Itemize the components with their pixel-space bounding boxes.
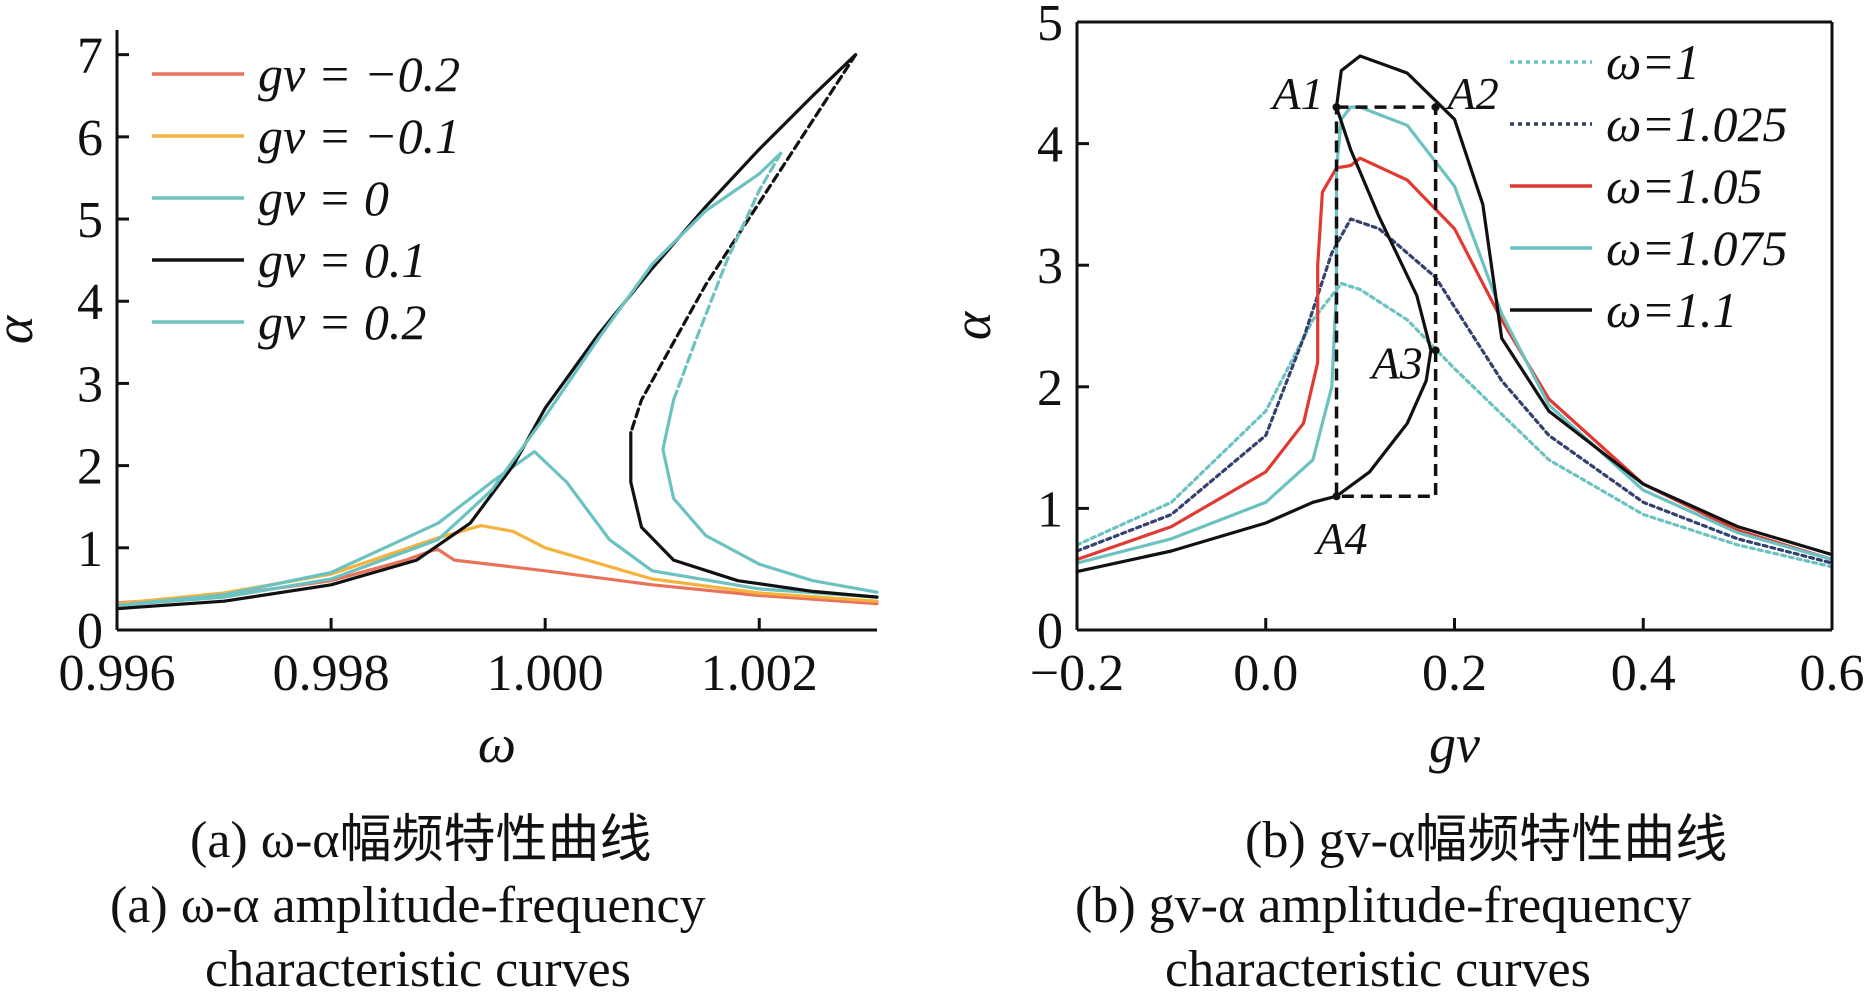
panel-b-chart: A1 A2 A3 A4 −0.2 0.0 0.2 0.4 0.6 0 1 2 3 4 5 gv α ω=1 ω=1.…: [942, 0, 1865, 774]
y-tick-label: 7: [77, 28, 103, 85]
legend-label-gv-0-1: gv = −0.1: [258, 108, 460, 164]
dashed-region-box: [1334, 105, 1438, 498]
x-tick-label: 0.998: [273, 645, 390, 702]
y-tick-label: 0: [77, 603, 103, 660]
x-tick-label: 0.2: [1422, 645, 1487, 702]
annotation-label-a2: A2: [1445, 68, 1499, 119]
caption-b-english-line2: characteristic curves: [1165, 941, 1591, 998]
y-tick-label: 2: [1037, 360, 1063, 417]
series-line-gv-0-1-lower: [629, 431, 879, 599]
x-tick-label: 0.0: [1233, 645, 1298, 702]
annotation-label-a3: A3: [1369, 337, 1423, 388]
series-line-gv-0-2: [115, 151, 783, 607]
legend-label-gv-0-1: gv = 0.1: [258, 232, 426, 288]
annotation-label-a4: A4: [1314, 513, 1368, 564]
y-tick-label: 3: [1037, 238, 1063, 295]
y-axis-label: α: [0, 314, 44, 344]
x-tick-label: −0.2: [1030, 645, 1124, 702]
caption-a-english-line1: (a) ω-α amplitude-frequency: [110, 877, 706, 934]
legend-label-1-1: ω=1.1: [1606, 282, 1738, 338]
legend-label-1-05: ω=1.05: [1606, 158, 1763, 214]
legend-label-1-075: ω=1.075: [1606, 220, 1788, 276]
y-axis-label: α: [942, 310, 1002, 340]
caption-a-english-line2: characteristic curves: [205, 941, 631, 998]
series-line-1-025: [1075, 217, 1834, 565]
annotation-label-a1: A1: [1270, 68, 1324, 119]
caption-b-english-line1: (b) gv-α amplitude-frequency: [1075, 877, 1692, 934]
annotation-point-a4: [1332, 492, 1341, 501]
series-line-gv-0-1-unstable: [629, 53, 858, 435]
x-tick-label: 0.996: [59, 645, 176, 702]
series-line-1-075: [1075, 105, 1834, 565]
series-line-1-05: [1075, 156, 1834, 562]
legend-label-1: ω=1: [1606, 34, 1700, 90]
x-axis-label: ω: [478, 714, 516, 774]
annotation-point-a2: [1431, 103, 1440, 112]
annotation-point-a3: [1431, 346, 1440, 355]
y-tick-label: 2: [77, 439, 103, 496]
legend-label-gv-0: gv = 0: [258, 170, 389, 226]
series-line-1-1: [1075, 54, 1834, 574]
x-tick-label: 1.000: [487, 645, 604, 702]
series-line-gv-0: [115, 450, 879, 607]
series-line-gv-0-1: [115, 53, 858, 611]
x-tick-label: 0.6: [1800, 645, 1865, 702]
y-tick-label: 6: [77, 110, 103, 167]
series-line-1: [1075, 281, 1834, 569]
legend-label-gv-0-2: gv = −0.2: [258, 46, 460, 102]
caption-b-chinese: (b) gv-α幅频特性曲线: [1245, 812, 1728, 869]
x-tick-label: 1.002: [701, 645, 818, 702]
caption-a-chinese: (a) ω-α幅频特性曲线: [190, 812, 652, 869]
y-tick-label: 4: [77, 274, 103, 331]
annotation-point-a1: [1332, 103, 1341, 112]
y-tick-label: 5: [77, 192, 103, 249]
y-tick-label: 3: [77, 356, 103, 413]
panel-a-chart: 0.996 0.998 1.000 1.002 0 1 2 3 4 5 6 7 ω α gv = −0.2 g…: [0, 28, 879, 774]
y-tick-label: 5: [1037, 0, 1063, 52]
x-axis-label: gv: [1429, 714, 1480, 774]
series-line-gv-0-2-lower: [661, 398, 879, 594]
series-line-gv-0-2-unstable: [671, 151, 783, 402]
y-tick-label: 1: [77, 521, 103, 578]
legend-label-gv-0-2: gv = 0.2: [258, 294, 426, 350]
x-tick-label: 0.4: [1611, 645, 1676, 702]
y-tick-label: 1: [1037, 481, 1063, 538]
legend-label-1-025: ω=1.025: [1606, 96, 1788, 152]
y-tick-label: 0: [1037, 603, 1063, 660]
y-tick-label: 4: [1037, 117, 1063, 174]
